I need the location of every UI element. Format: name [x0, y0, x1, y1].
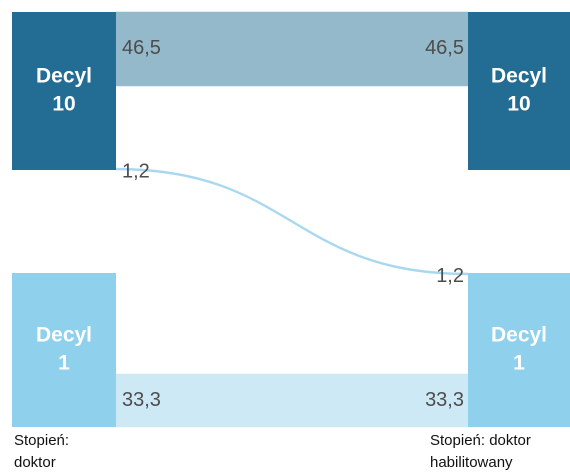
node-label: 10	[52, 93, 75, 116]
node	[468, 273, 570, 427]
link	[115, 373, 469, 428]
column-label: habilitowany	[430, 454, 513, 471]
column-label: Stopień: doktor	[430, 432, 531, 449]
link	[115, 167, 469, 276]
link-value-label: 46,5	[122, 37, 161, 59]
node	[12, 12, 116, 170]
link-value-label: 1,2	[122, 160, 150, 182]
node-label: Decyl	[491, 324, 547, 347]
column-label: doktor	[14, 454, 56, 471]
node-label: 1	[513, 352, 525, 375]
link-value-label: 33,3	[425, 389, 464, 411]
node-label: Decyl	[36, 324, 92, 347]
link	[115, 11, 469, 87]
column-label: Stopień:	[14, 432, 69, 449]
link-value-label: 33,3	[122, 389, 161, 411]
node-label: 1	[58, 352, 70, 375]
link-value-label: 46,5	[425, 37, 464, 59]
node-label: Decyl	[36, 65, 92, 88]
node	[468, 12, 570, 170]
node-label: 10	[507, 93, 530, 116]
node	[12, 273, 116, 427]
node-label: Decyl	[491, 65, 547, 88]
link-value-label: 1,2	[436, 265, 464, 287]
